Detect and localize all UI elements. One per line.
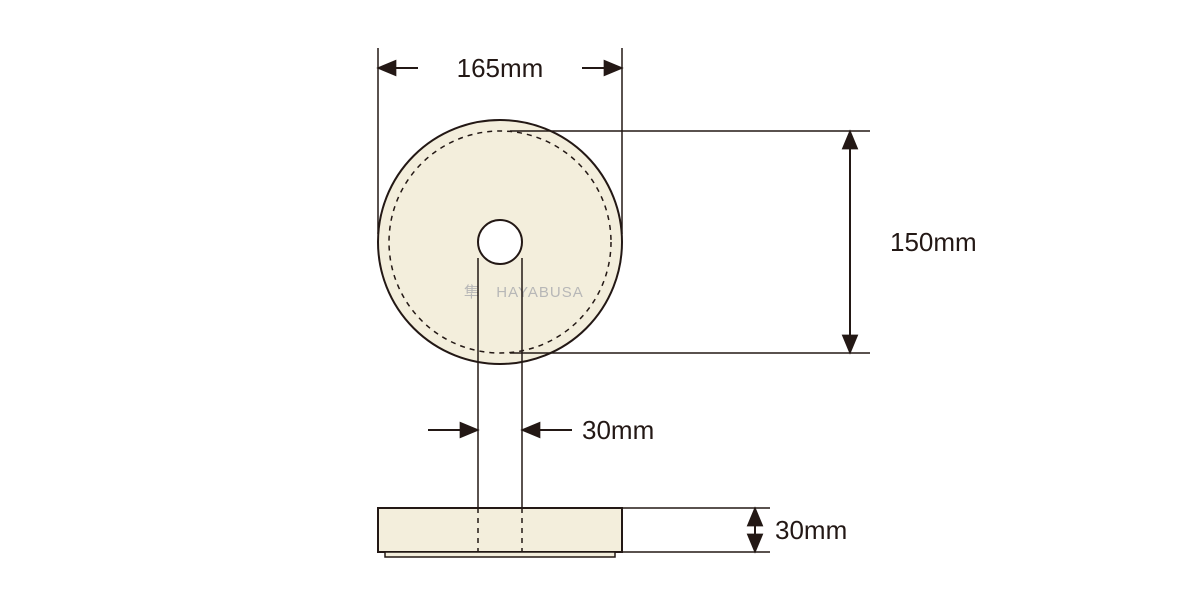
dim-label-hole-dia: 30mm xyxy=(582,415,654,445)
side-view-body xyxy=(378,508,622,552)
dim-label-height: 30mm xyxy=(775,515,847,545)
dim-label-outer-dia: 165mm xyxy=(457,53,544,83)
watermark-text: HAYABUSA xyxy=(496,284,583,301)
top-view-center-hole xyxy=(478,220,522,264)
side-view-base xyxy=(385,552,615,557)
dim-label-inner-dia: 150mm xyxy=(890,227,977,257)
